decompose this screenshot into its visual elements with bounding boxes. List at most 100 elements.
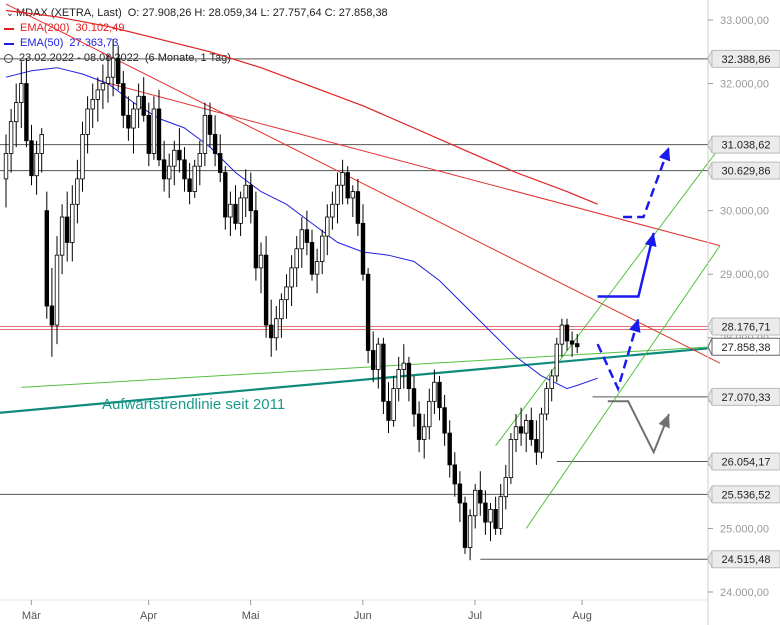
legend-ema50-label: EMA(50) (20, 37, 64, 49)
candle (299, 217, 304, 268)
candle-body-up (391, 388, 396, 421)
candle-body-up (197, 153, 202, 167)
candle (401, 344, 406, 389)
candle (575, 334, 580, 354)
projection-layer (596, 146, 671, 455)
candle (284, 274, 289, 319)
trendline-annotation: Aufwärtstrendlinie seit 2011 (102, 396, 286, 413)
candle (80, 121, 85, 192)
candle-body-down (569, 340, 575, 345)
candle-body-down (381, 343, 386, 402)
candle (472, 483, 478, 529)
candle-body-down (360, 222, 366, 275)
candle (136, 83, 141, 129)
candle (559, 318, 565, 357)
candle-body-up (319, 235, 325, 262)
candle-body-up (131, 108, 136, 129)
candle (304, 210, 310, 256)
price-label-pointer (707, 388, 713, 406)
candle-body-down (518, 426, 524, 434)
candle-body-up (136, 95, 141, 110)
candle-body-down (182, 159, 187, 180)
x-tick-label: Jul (468, 610, 482, 622)
candle (100, 64, 106, 109)
arrow-head-dashed-down (628, 318, 641, 333)
projection-gray-path (607, 400, 670, 455)
candle (151, 96, 157, 160)
candle (248, 172, 253, 224)
chevron-down-icon[interactable]: ⌄ (5, 8, 15, 19)
candle-body-up (100, 83, 106, 91)
candle-body-up (80, 133, 85, 180)
candle (350, 185, 355, 218)
candle (564, 318, 570, 351)
candle-body-up (243, 184, 248, 199)
candle-body-down (29, 140, 34, 177)
candle (228, 191, 233, 237)
candle-body-up (396, 369, 401, 390)
candle-body-up (549, 375, 554, 390)
candle (370, 331, 376, 383)
candle (340, 159, 345, 205)
candle-body-up (376, 343, 381, 370)
candle (294, 236, 299, 287)
candle-body-down (217, 153, 223, 173)
candle (258, 242, 264, 294)
price-label: 28.176,71 (722, 322, 771, 334)
candle-body-up (110, 57, 116, 78)
candle-body-up (95, 89, 100, 100)
candle (462, 496, 468, 554)
candle (325, 204, 330, 256)
candle (386, 382, 391, 434)
ema200-swatch (4, 27, 14, 30)
candle (207, 102, 213, 148)
candle-body-up (432, 381, 437, 402)
candle-body-down (483, 502, 488, 523)
legend-ema200-value: 30.102,49 (75, 22, 125, 34)
price-label: 31.038,62 (722, 140, 771, 152)
legend-ema200-row: EMA(200) 30.102,49 (4, 21, 388, 36)
x-tick-label: Aug (572, 610, 592, 622)
candle-body-up (421, 426, 427, 440)
price-label-pointer (707, 338, 713, 356)
candle-body-up (472, 489, 478, 517)
candle-body-up (3, 153, 9, 180)
candle-body-up (401, 362, 406, 370)
candle-body-down (457, 483, 463, 504)
candle-body-up (427, 400, 432, 428)
candle-body-up (513, 426, 519, 440)
y-tick-label: 33.000,00 (720, 15, 769, 27)
y-tick-label: 25.000,00 (720, 523, 769, 535)
x-tick-label: Apr (140, 610, 157, 622)
candle (483, 490, 488, 535)
legend-range-row: 23.02.2022 - 08.08.2022 (6 Monate, 1 Tag… (4, 51, 388, 66)
candle (376, 337, 381, 389)
price-label-pointer (707, 161, 713, 180)
candle (314, 248, 320, 294)
candle-body-up (544, 388, 549, 415)
candle (467, 509, 473, 561)
candle (493, 496, 498, 535)
candle (95, 77, 100, 122)
line-resistance-red-2 (5, 3, 721, 364)
candle (34, 140, 39, 195)
candle-body-down (452, 464, 457, 485)
candle (116, 45, 121, 90)
candle-body-down (386, 400, 391, 421)
candle (529, 407, 534, 446)
candle-body-down (575, 343, 580, 348)
candle (90, 83, 95, 129)
projection-dashed-up-path (623, 146, 671, 219)
candle-body-down (345, 172, 350, 199)
candle-body-up (284, 286, 289, 301)
candle-body-down (263, 254, 269, 326)
x-tick-label: Mär (22, 610, 41, 622)
candle (105, 54, 111, 103)
candle (503, 464, 508, 510)
candle-body-up (192, 165, 197, 193)
price-label: 25.536,52 (722, 489, 771, 501)
line-trend-green-thin (21, 346, 715, 388)
candle (44, 191, 49, 319)
candle-body-down (411, 388, 417, 415)
